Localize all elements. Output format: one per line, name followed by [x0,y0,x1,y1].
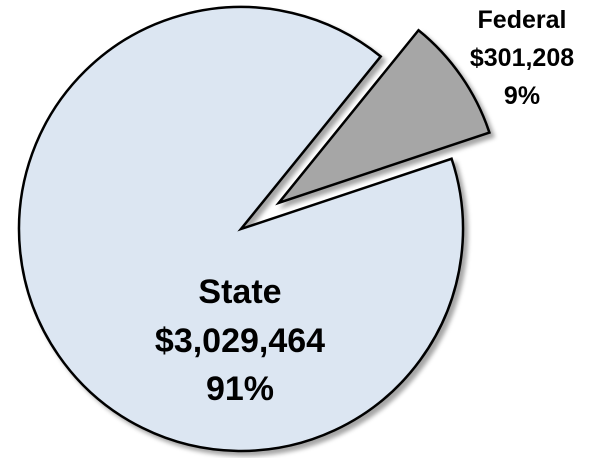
pie-slice-federal [275,28,491,206]
state-name-label: State [198,273,281,311]
federal-name-label: Federal [478,6,567,34]
federal-percent-label: 9% [504,82,540,110]
state-value-label: $3,029,464 [155,322,325,360]
state-percent-label: 91% [206,370,274,408]
federal-value-label: $301,208 [470,44,574,72]
pie-slice-state [17,5,465,453]
